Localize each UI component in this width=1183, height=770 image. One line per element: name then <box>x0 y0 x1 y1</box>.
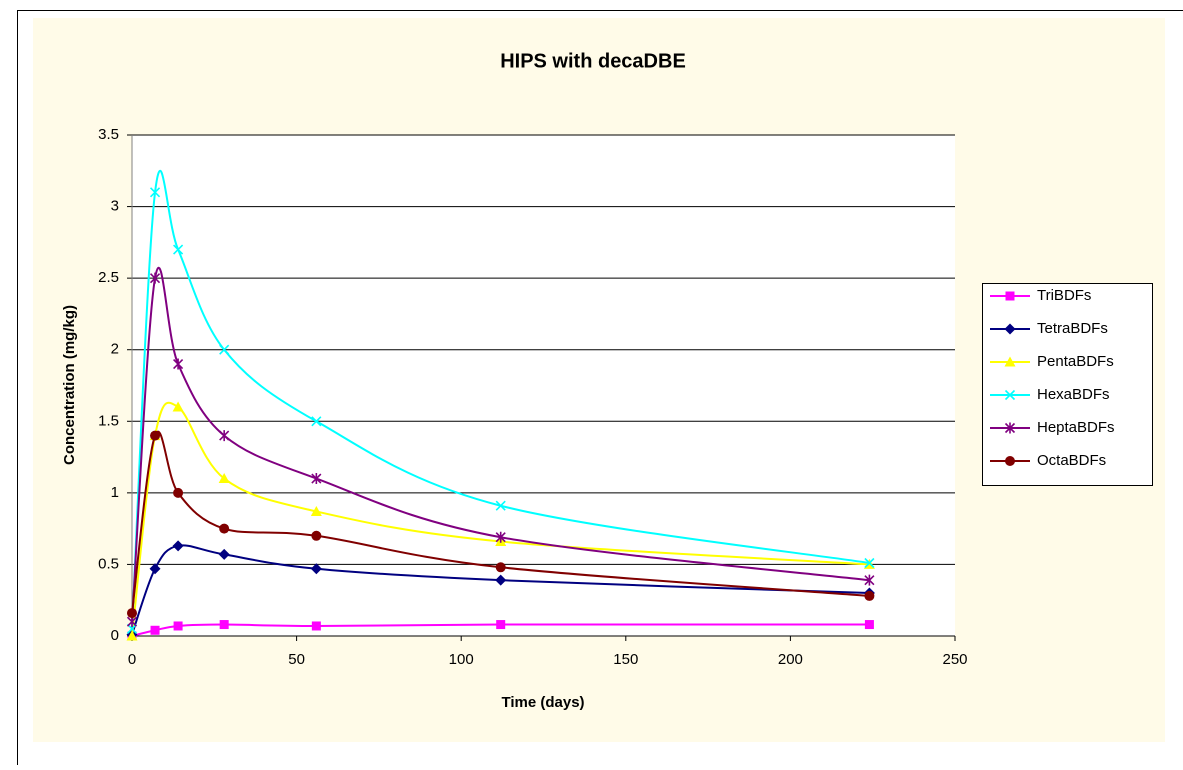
marker <box>865 620 874 629</box>
legend-marker <box>1005 456 1015 466</box>
legend-label: TetraBDFs <box>1037 320 1108 337</box>
legend-marker <box>1006 292 1015 301</box>
marker <box>496 562 506 572</box>
y-tick-label: 1 <box>111 484 119 501</box>
x-axis-label: Time (days) <box>501 694 584 711</box>
marker <box>151 626 160 635</box>
x-tick-label: 0 <box>128 651 136 668</box>
marker <box>150 431 160 441</box>
y-tick-label: 2.5 <box>98 269 119 286</box>
marker <box>127 608 137 618</box>
legend-label: PentaBDFs <box>1037 353 1114 370</box>
y-tick-label: 0 <box>111 627 119 644</box>
x-tick-label: 100 <box>449 651 474 668</box>
chart-title: HIPS with decaDBE <box>500 50 686 72</box>
marker <box>220 620 229 629</box>
y-tick-label: 0.5 <box>98 555 119 572</box>
marker <box>864 591 874 601</box>
x-tick-label: 150 <box>613 651 638 668</box>
marker <box>311 531 321 541</box>
x-tick-label: 200 <box>778 651 803 668</box>
marker <box>174 621 183 630</box>
marker <box>219 524 229 534</box>
y-tick-label: 1.5 <box>98 412 119 429</box>
marker <box>173 488 183 498</box>
y-tick-label: 3 <box>111 198 119 215</box>
marker <box>496 620 505 629</box>
legend-label: HeptaBDFs <box>1037 419 1115 436</box>
legend-label: TriBDFs <box>1037 287 1091 304</box>
y-tick-label: 3.5 <box>98 126 119 143</box>
x-tick-label: 250 <box>942 651 967 668</box>
legend-label: HexaBDFs <box>1037 386 1110 403</box>
marker <box>312 621 321 630</box>
x-tick-label: 50 <box>288 651 305 668</box>
legend-label: OctaBDFs <box>1037 452 1106 469</box>
y-axis-label: Concentration (mg/kg) <box>61 305 78 465</box>
y-tick-label: 2 <box>111 341 119 358</box>
